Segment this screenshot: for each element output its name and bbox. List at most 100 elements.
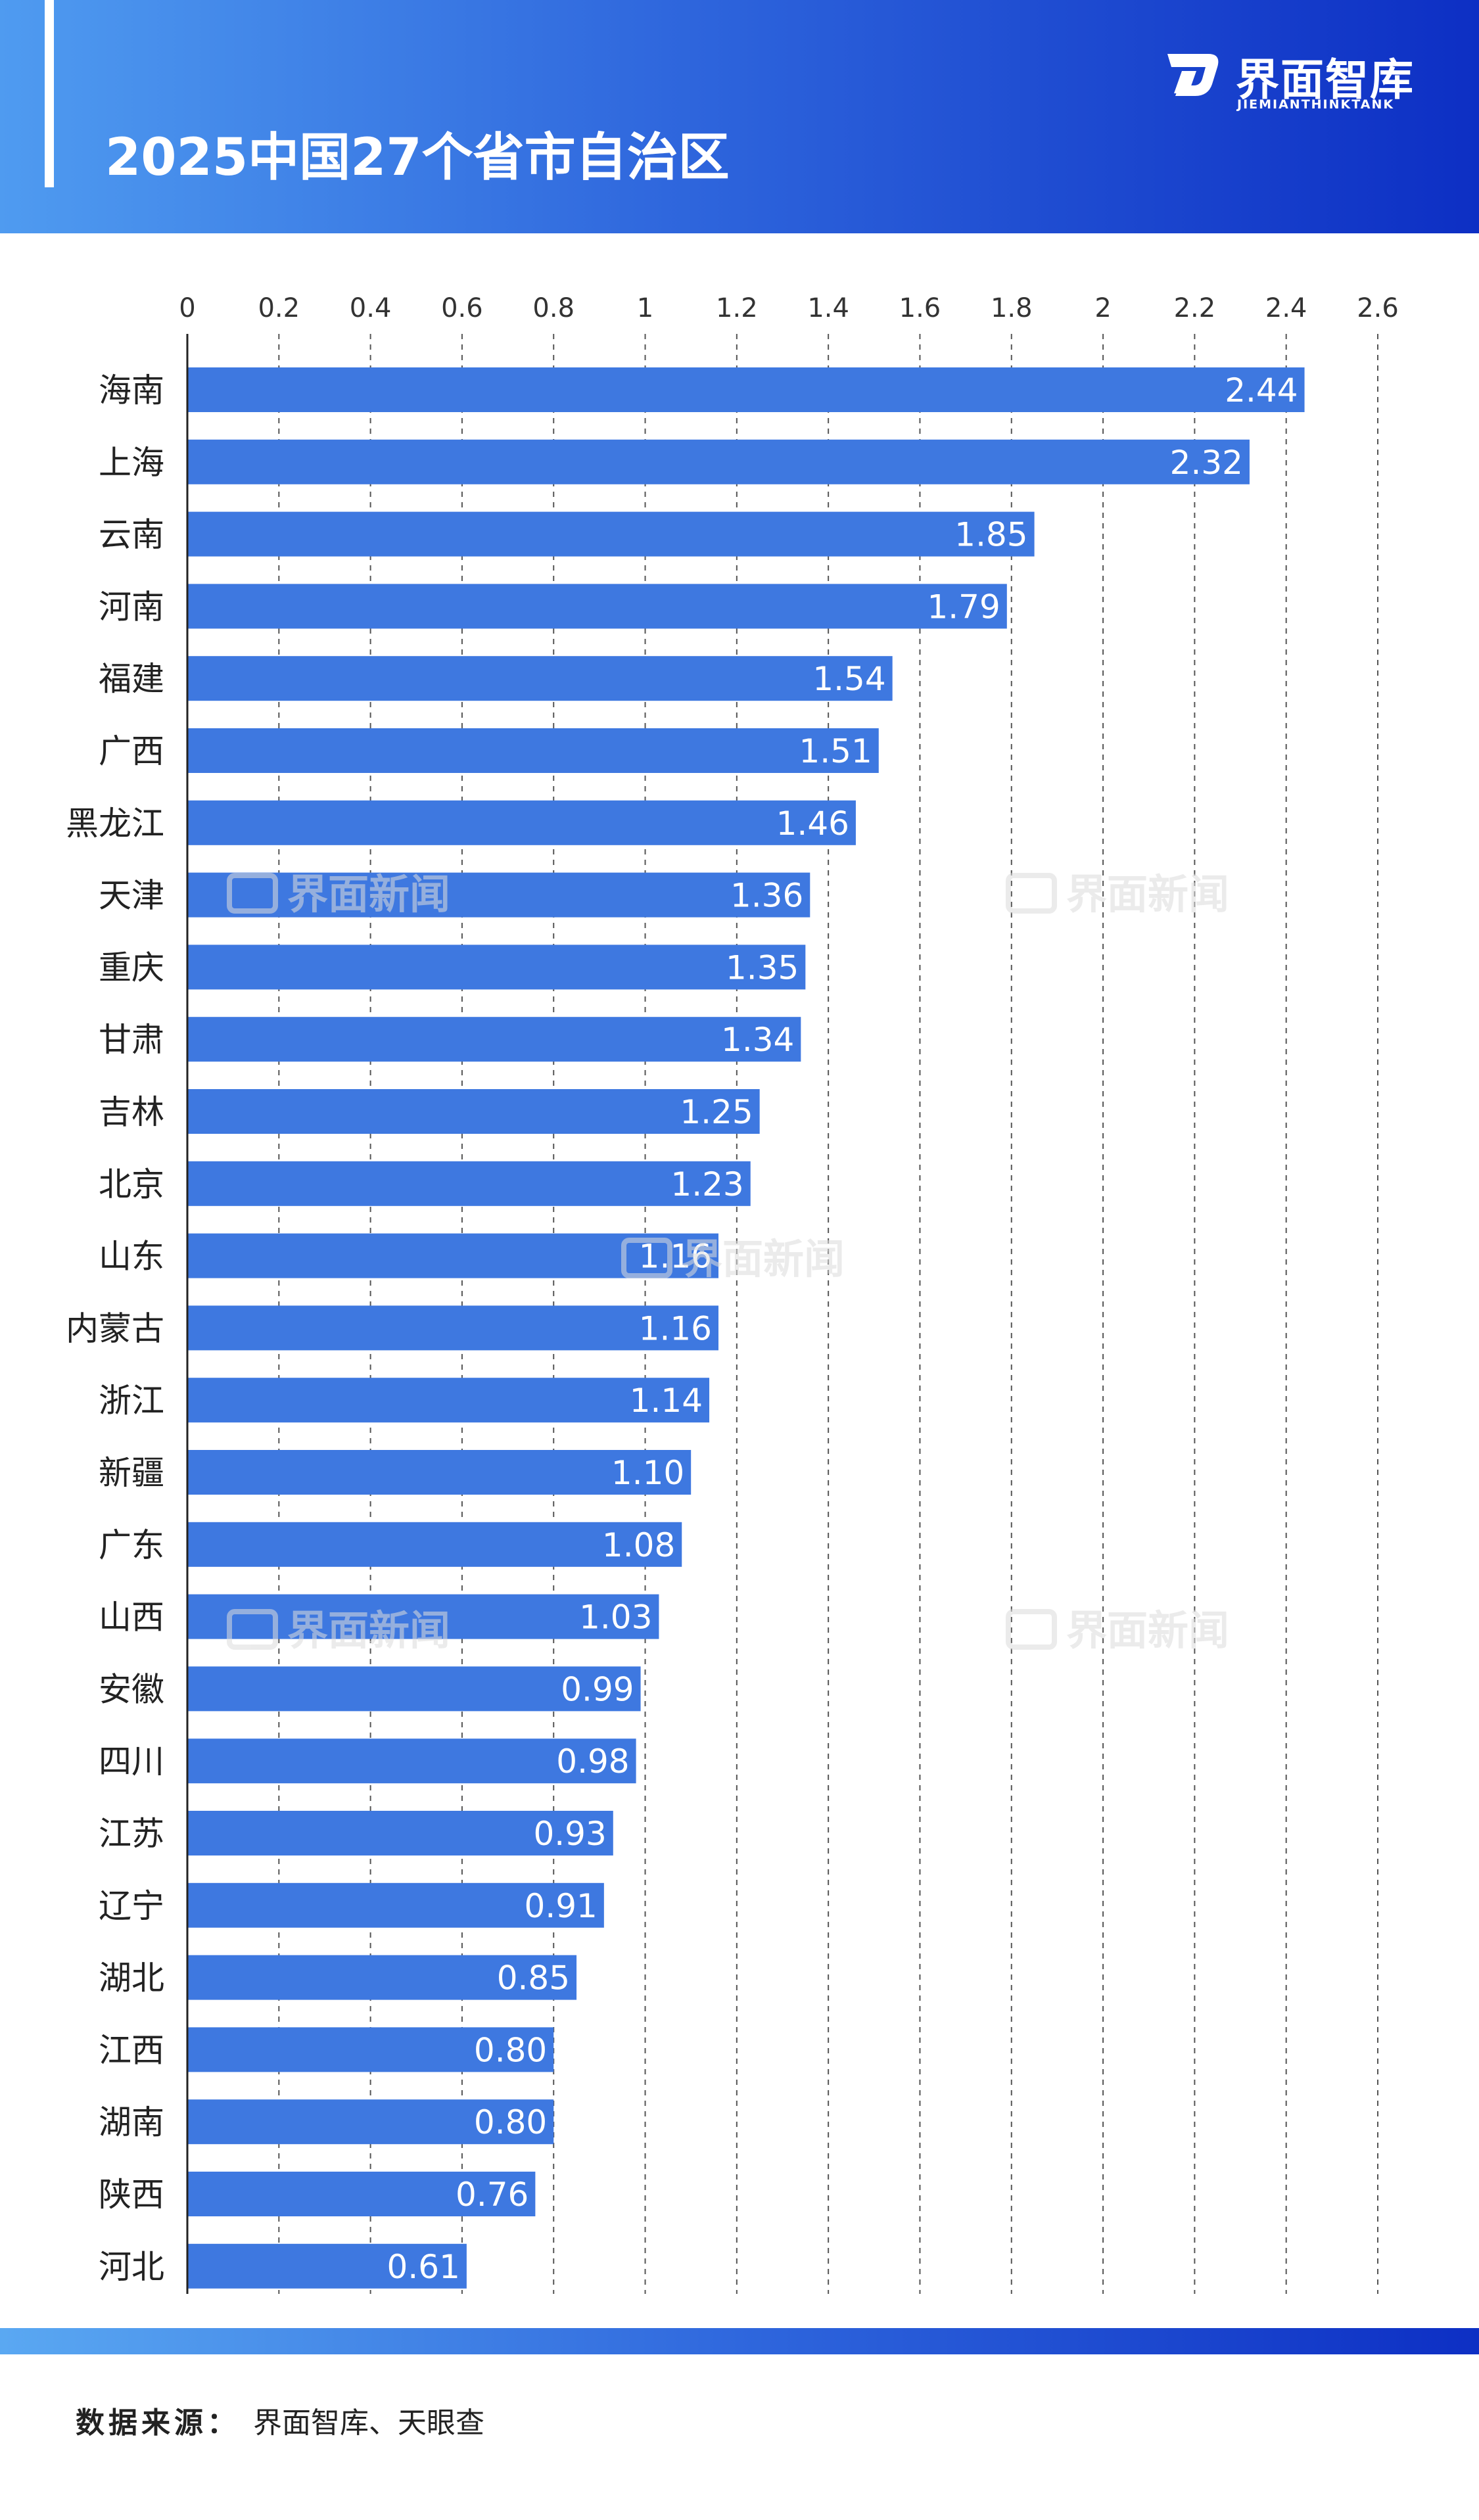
- x-tick-label: 2.4: [1265, 293, 1307, 323]
- data-label: 2.44: [1225, 371, 1298, 409]
- data-label: 0.93: [533, 1815, 606, 1853]
- bar: [187, 1305, 718, 1351]
- category-label: 河北: [99, 2248, 164, 2286]
- data-source: 数据来源： 界面智库、天眼查: [76, 2399, 484, 2441]
- category-label: 重庆: [99, 948, 164, 987]
- category-label: 湖南: [99, 2103, 164, 2141]
- bar: [187, 1594, 659, 1639]
- category-label: 云南: [99, 516, 164, 554]
- bar: [187, 1450, 692, 1495]
- x-tick-label: 1.8: [991, 293, 1033, 323]
- watermark: 界面新闻: [1006, 861, 1229, 920]
- category-label: 四川: [99, 1742, 164, 1781]
- category-label: 广西: [99, 732, 164, 770]
- data-label: 0.91: [525, 1887, 598, 1925]
- watermark-text: 界面新闻: [1066, 1606, 1230, 1654]
- bar: [187, 439, 1250, 484]
- jiemian-logo-icon: [1167, 54, 1219, 96]
- chart-title: 2025中国27个省市自治区 低空应用服务环节复合区位熵: [105, 51, 772, 406]
- bar: [187, 367, 1305, 412]
- data-label: 1.25: [680, 1093, 753, 1131]
- category-label: 湖北: [99, 1959, 164, 1997]
- watermark-text: 界面新闻: [287, 1606, 451, 1654]
- x-tick-label: 0.6: [441, 293, 483, 323]
- x-tick-label: 2: [1094, 293, 1111, 323]
- jiemian-logo: 界面智库 JIEMIANTHINKTANK: [1162, 43, 1445, 116]
- category-label: 江西: [99, 2031, 164, 2069]
- category-label: 吉林: [99, 1093, 164, 1131]
- category-label: 北京: [99, 1165, 164, 1203]
- source-label: 数据来源：: [76, 2406, 240, 2440]
- category-label: 江苏: [99, 1815, 164, 1853]
- watermark-text: 界面新闻: [287, 870, 451, 918]
- watermark: 界面新闻: [1006, 1597, 1229, 1656]
- title-line-1: 2025中国27个省市自治区: [105, 128, 730, 187]
- watermark-icon: [227, 873, 278, 914]
- bar-chart: 0 0.2 0.4 0.6 0.8 1 1.2 1.4 1.6 1.8 2 2.2 2.4 2.6 2.44…: [66, 293, 1399, 2294]
- data-label: 1.16: [639, 1309, 712, 1347]
- data-label: 1.46: [776, 805, 849, 843]
- category-label: 浙江: [99, 1382, 164, 1420]
- bar: [187, 1522, 682, 1567]
- bar: [187, 2099, 554, 2145]
- watermark-text: 界面新闻: [1066, 870, 1230, 918]
- data-label: 1.36: [730, 877, 803, 915]
- watermark: 界面新闻: [621, 1226, 845, 1285]
- bar: [187, 584, 1007, 629]
- header-banner: 2025中国27个省市自治区 低空应用服务环节复合区位熵 界面智库 JIEMIA…: [0, 0, 1479, 329]
- category-label: 福建: [99, 660, 164, 698]
- data-label: 1.35: [726, 948, 799, 987]
- bar: [187, 1378, 710, 1423]
- category-label: 山西: [99, 1598, 164, 1637]
- category-label: 广东: [99, 1526, 164, 1564]
- data-label: 0.80: [474, 2031, 547, 2069]
- data-label: 0.99: [561, 1670, 634, 1708]
- source-text: 界面智库、天眼查: [253, 2406, 484, 2440]
- bar: [187, 656, 893, 701]
- x-tick-label: 0: [179, 293, 195, 323]
- data-label: 1.79: [927, 588, 1000, 626]
- bar: [187, 872, 810, 918]
- category-label: 辽宁: [99, 1887, 164, 1925]
- header-accent-bar: [45, 0, 54, 187]
- x-tick-label: 0.4: [350, 293, 392, 323]
- bar: [187, 1666, 641, 1712]
- bar: [187, 1955, 577, 2000]
- bar: [187, 1089, 760, 1134]
- x-tick-label: 2.6: [1357, 293, 1399, 323]
- data-label: 0.76: [456, 2176, 528, 2214]
- category-label: 黑龙江: [66, 805, 164, 843]
- watermark-icon: [1006, 1609, 1057, 1650]
- logo-english-name: JIEMIANTHINKTANK: [1237, 97, 1395, 112]
- x-tick-label: 0.2: [258, 293, 300, 323]
- bar: [187, 2243, 467, 2289]
- logo-chinese-name: 界面智库: [1236, 55, 1415, 105]
- data-label: 0.61: [387, 2248, 460, 2286]
- data-label: 0.85: [497, 1959, 570, 1997]
- watermark-icon: [621, 1238, 672, 1278]
- data-label: 1.03: [579, 1598, 652, 1637]
- watermark-text: 界面新闻: [682, 1235, 845, 1283]
- data-label: 1.16: [639, 1238, 712, 1276]
- bar: [187, 1738, 636, 1784]
- data-label: 1.34: [721, 1021, 794, 1059]
- title-line-2: 低空应用服务环节复合区位熵: [105, 270, 772, 329]
- bar: [187, 511, 1035, 557]
- bar: [187, 1811, 613, 1855]
- bar: [187, 1882, 604, 1928]
- data-label: 0.98: [556, 1742, 629, 1781]
- data-label: 1.54: [812, 660, 885, 698]
- watermark-icon: [227, 1609, 278, 1650]
- bar: [187, 728, 879, 773]
- data-label: 1.08: [602, 1526, 675, 1564]
- category-label: 安徽: [99, 1670, 164, 1708]
- category-label: 甘肃: [99, 1021, 164, 1059]
- category-label: 内蒙古: [66, 1309, 164, 1347]
- bar: [187, 1017, 801, 1062]
- x-tick-label: 0.8: [532, 293, 575, 323]
- watermark: 界面新闻: [227, 1597, 450, 1656]
- footer-strip: [0, 2328, 1479, 2354]
- x-tick-label: 1: [637, 293, 653, 323]
- watermark: 界面新闻: [227, 861, 450, 920]
- category-label: 天津: [99, 877, 164, 915]
